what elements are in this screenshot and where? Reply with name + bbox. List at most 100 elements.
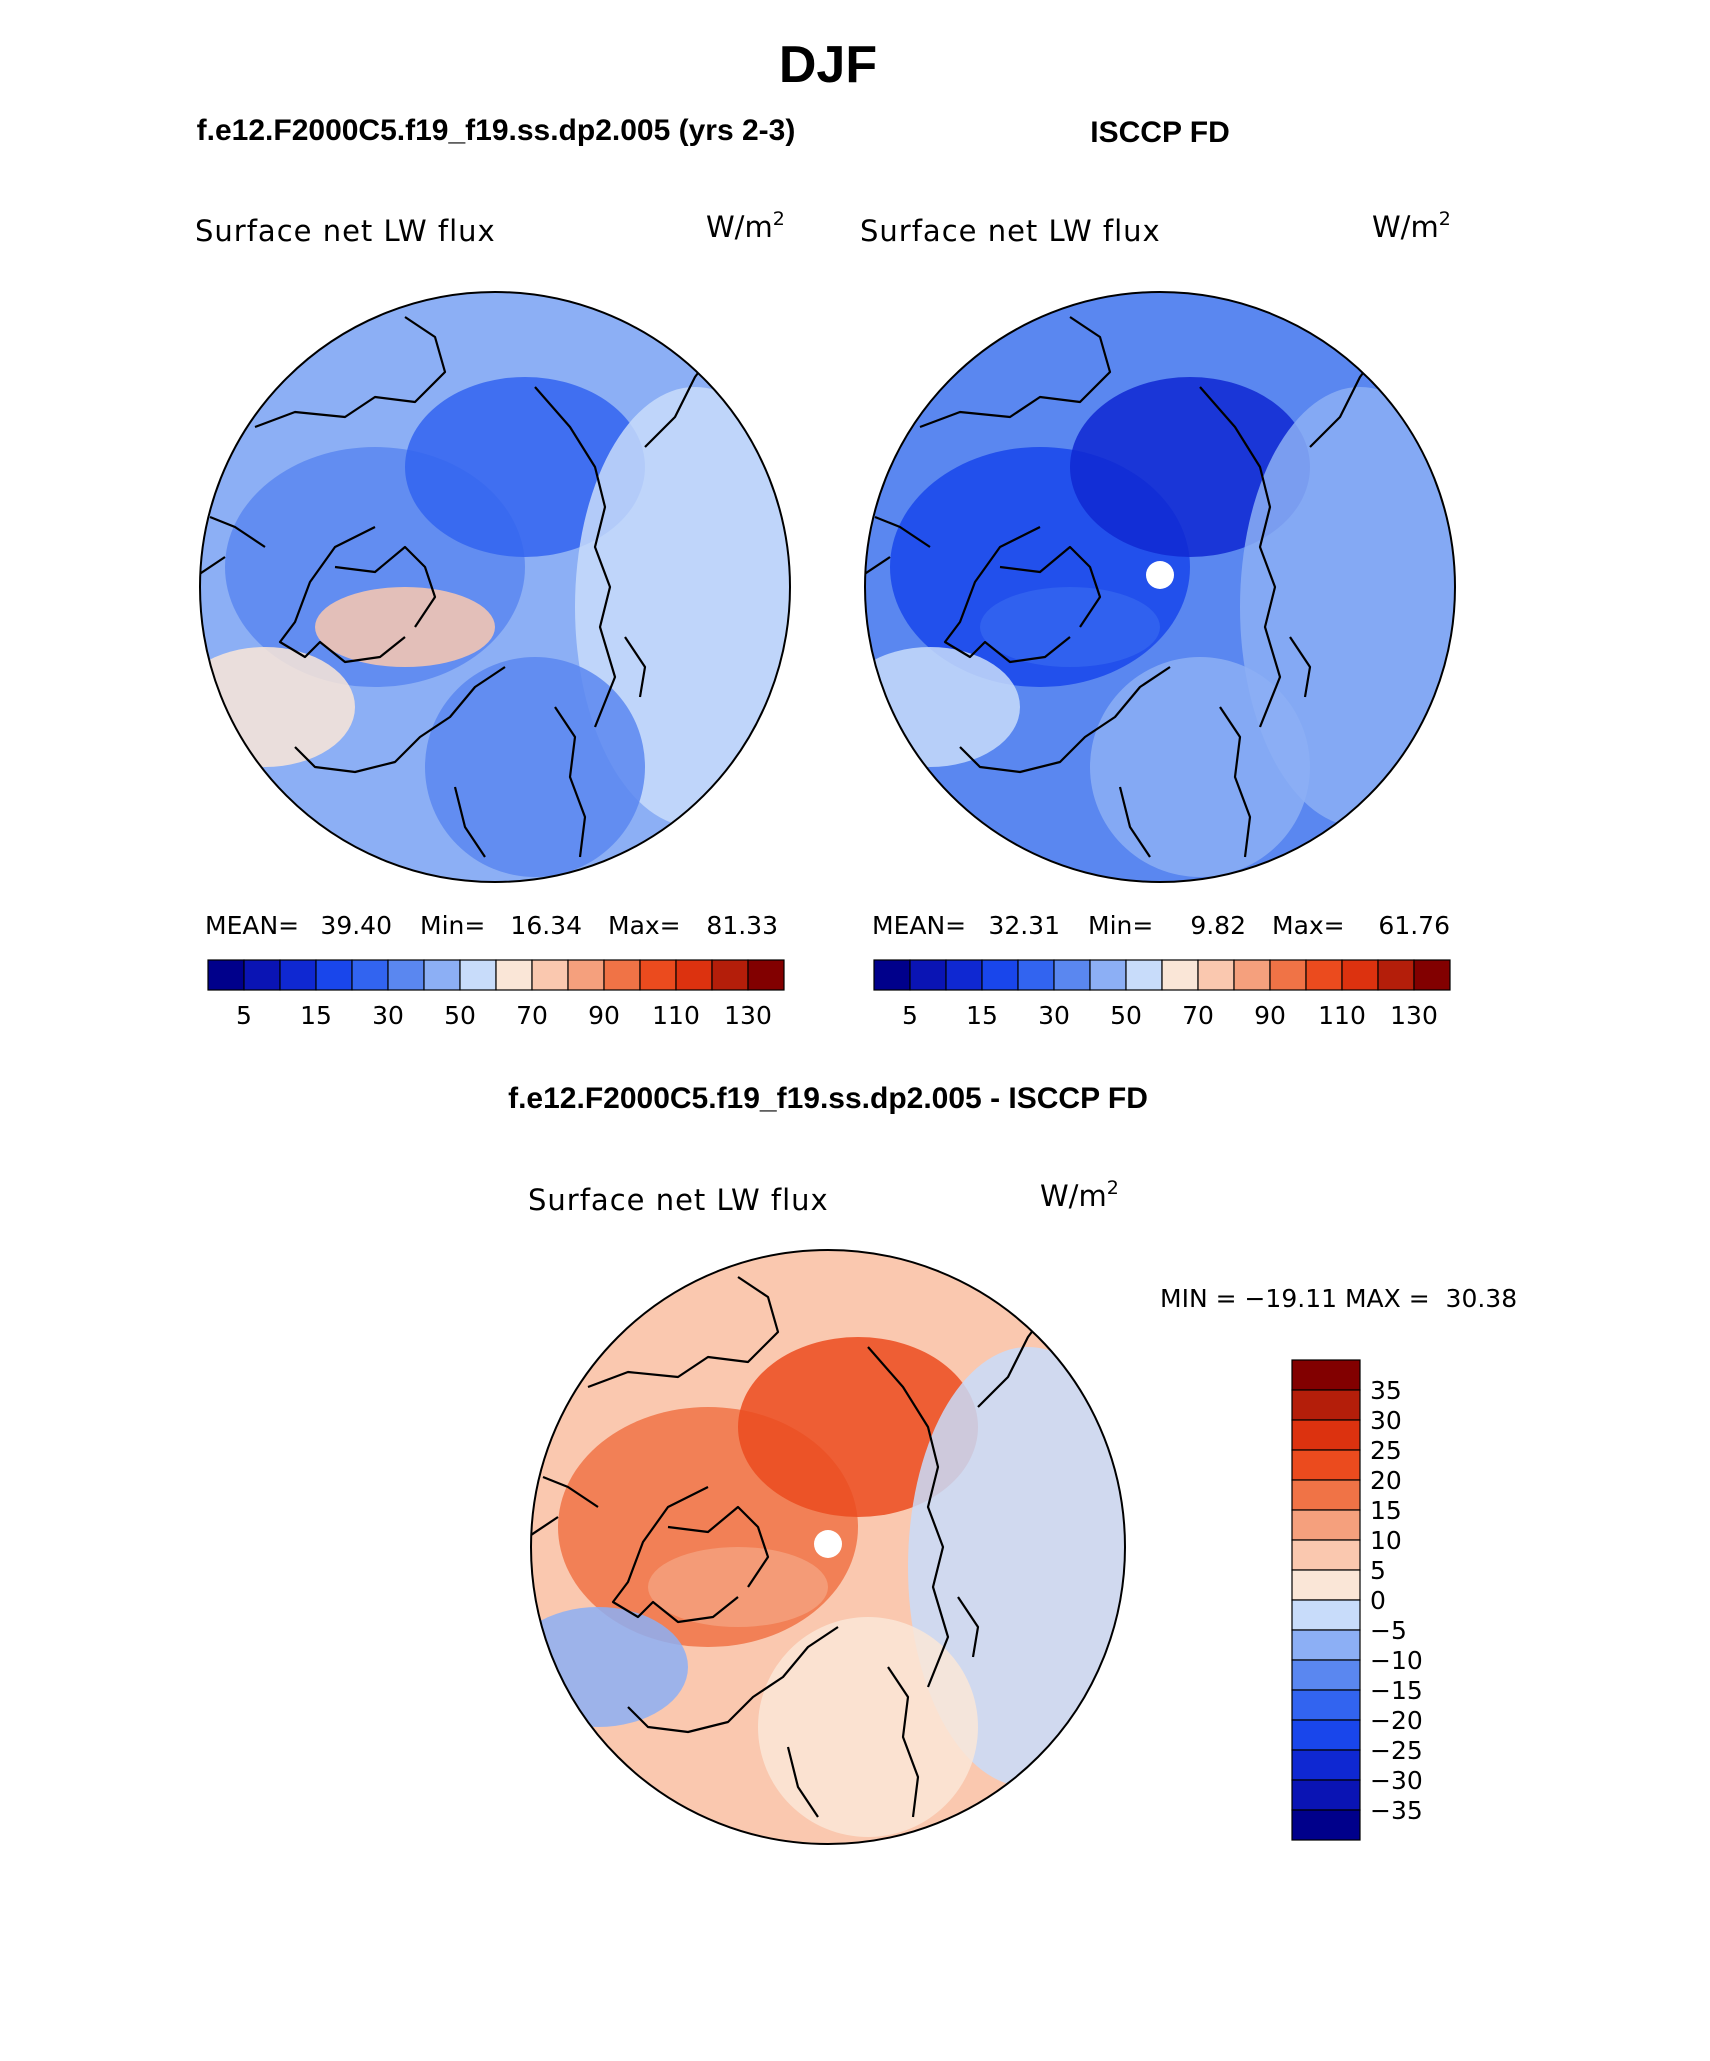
- colorbar-swatch: [1291, 1749, 1361, 1781]
- field-patch: [908, 1347, 1125, 1787]
- field-patch: [575, 387, 790, 827]
- colorbar-tick-label: 50: [444, 1001, 476, 1030]
- panel-diff-variable: Surface net LW flux: [528, 1183, 829, 1217]
- panel-model-units: W/m2: [706, 208, 785, 244]
- panel-diff-minmax: MIN = −19.11 MAX = 30.38: [1160, 1284, 1517, 1313]
- colorbar-tick-label: 90: [588, 1001, 620, 1030]
- panel-diff-heading: f.e12.F2000C5.f19_f19.ss.dp2.005 - ISCCP…: [508, 1082, 1148, 1115]
- colorbar-tick-label: 130: [724, 1001, 772, 1030]
- colorbar-swatch: [711, 959, 749, 991]
- panel-model-stats: MEAN= 39.40 Min= 16.34 Max= 81.33: [205, 911, 778, 940]
- panel-model-units-base: W/m: [706, 210, 773, 244]
- colorbar-swatch: [1377, 959, 1415, 991]
- field-patch: [865, 647, 1020, 767]
- min-value: 9.82: [1190, 911, 1246, 940]
- colorbar-model: 5 15 30 50 70 90 110 130: [207, 959, 785, 1030]
- colorbar-tick-label: 35: [1370, 1376, 1402, 1405]
- colorbar-swatch: [603, 959, 641, 991]
- colorbar-swatch: [1291, 1509, 1361, 1541]
- colorbar-swatch: [1197, 959, 1235, 991]
- colorbar-tick-label: −20: [1370, 1706, 1423, 1735]
- colorbar-swatch: [747, 959, 785, 991]
- colorbar-tick-label: −25: [1370, 1736, 1423, 1765]
- colorbar-tick-label: 30: [1370, 1406, 1402, 1435]
- colorbar-tick-label: 90: [1254, 1001, 1286, 1030]
- max-label: Max=: [608, 911, 681, 940]
- colorbar-swatch: [423, 959, 461, 991]
- colorbar-tick-label: 15: [1370, 1496, 1402, 1525]
- colorbar-swatch: [1291, 1359, 1361, 1391]
- field-patch: [200, 647, 355, 767]
- colorbar-swatch: [1291, 1479, 1361, 1511]
- colorbar-tick-label: 15: [300, 1001, 332, 1030]
- mean-label: MEAN=: [872, 911, 966, 940]
- max-value: 81.33: [706, 911, 778, 940]
- panel-model-variable: Surface net LW flux: [195, 214, 496, 248]
- field-patch: [738, 1337, 978, 1517]
- panel-model-heading: f.e12.F2000C5.f19_f19.ss.dp2.005 (yrs 2-…: [197, 114, 796, 147]
- panel-diff: f.e12.F2000C5.f19_f19.ss.dp2.005 - ISCCP…: [508, 1082, 1517, 1845]
- panel-obs-units-exp: 2: [1439, 208, 1451, 230]
- colorbar-tick-label: 30: [1038, 1001, 1070, 1030]
- colorbar-tick-label: 110: [1318, 1001, 1366, 1030]
- colorbar-tick-label: 5: [902, 1001, 918, 1030]
- colorbar-swatch: [675, 959, 713, 991]
- colorbar-swatch: [1291, 1719, 1361, 1751]
- colorbar-tick-label: 15: [966, 1001, 998, 1030]
- colorbar-swatch: [1291, 1689, 1361, 1721]
- panel-obs: ISCCP FD Surface net LW flux W/m2 MEAN= …: [860, 116, 1456, 1030]
- colorbar-tick-label: −35: [1370, 1796, 1423, 1825]
- min-label: Min=: [1088, 911, 1153, 940]
- panel-model: f.e12.F2000C5.f19_f19.ss.dp2.005 (yrs 2-…: [195, 114, 796, 1030]
- colorbar-swatch: [1305, 959, 1343, 991]
- max-label: Max=: [1272, 911, 1345, 940]
- colorbar-swatch: [351, 959, 389, 991]
- colorbar-swatch: [459, 959, 497, 991]
- colorbar-swatch: [1341, 959, 1379, 991]
- field-patch: [405, 377, 645, 557]
- colorbar-tick-label: −10: [1370, 1646, 1423, 1675]
- map-outline: [864, 291, 1456, 883]
- colorbar-tick-label: 5: [1370, 1556, 1386, 1585]
- mean-label: MEAN=: [205, 911, 299, 940]
- colorbar-swatch: [279, 959, 317, 991]
- panel-obs-units-base: W/m: [1372, 210, 1439, 244]
- colorbar-tick-label: 70: [1182, 1001, 1214, 1030]
- colorbar-swatch: [1053, 959, 1091, 991]
- colorbar-swatch: [1291, 1779, 1361, 1811]
- colorbar-swatch: [1017, 959, 1055, 991]
- panel-diff-units-base: W/m: [1040, 1179, 1107, 1213]
- colorbar-swatch: [1089, 959, 1127, 991]
- colorbar-swatch: [387, 959, 425, 991]
- mean-value: 39.40: [320, 911, 392, 940]
- colorbar-obs: 5 15 30 50 70 90 110 130: [873, 959, 1451, 1030]
- colorbar-tick-label: 50: [1110, 1001, 1142, 1030]
- colorbar-swatch: [315, 959, 353, 991]
- field-patch: [1240, 387, 1455, 827]
- field-patch: [1070, 377, 1310, 557]
- colorbar-swatch: [567, 959, 605, 991]
- colorbar-tick-label: 5: [236, 1001, 252, 1030]
- colorbar-swatch: [1291, 1599, 1361, 1631]
- colorbar-swatch: [1161, 959, 1199, 991]
- colorbar-tick-label: 10: [1370, 1526, 1402, 1555]
- colorbar-tick-label: −5: [1370, 1616, 1407, 1645]
- colorbar-swatch: [1233, 959, 1271, 991]
- panel-obs-heading: ISCCP FD: [1090, 116, 1229, 149]
- colorbar-tick-label: 20: [1370, 1466, 1402, 1495]
- colorbar-swatch: [1291, 1629, 1361, 1661]
- colorbar-tick-label: 0: [1370, 1586, 1386, 1615]
- colorbar-swatch: [1413, 959, 1451, 991]
- colorbar-swatch: [531, 959, 569, 991]
- field-patch: [980, 587, 1160, 667]
- colorbar-swatch: [1291, 1419, 1361, 1451]
- panel-diff-units-exp: 2: [1107, 1177, 1119, 1199]
- colorbar-swatch: [1125, 959, 1163, 991]
- panel-obs-stats: MEAN= 32.31 Min= 9.82 Max= 61.76: [872, 911, 1450, 940]
- colorbar-swatch: [981, 959, 1019, 991]
- colorbar-swatch: [1291, 1539, 1361, 1571]
- max-value: 61.76: [1378, 911, 1450, 940]
- field-patch: [648, 1547, 828, 1627]
